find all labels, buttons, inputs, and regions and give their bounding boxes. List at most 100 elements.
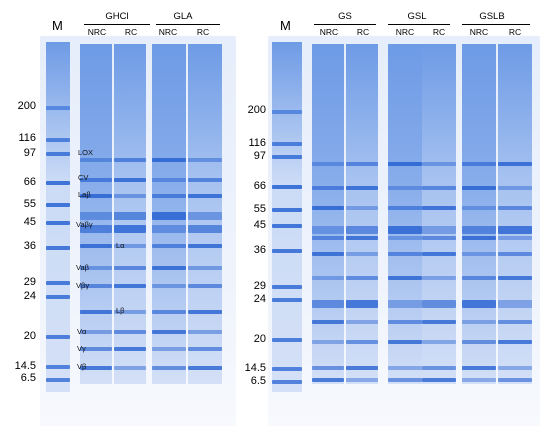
band-label-cv: CV [78,173,89,182]
protein-band [152,158,186,162]
protein-band [388,378,422,382]
protein-band [188,366,222,370]
protein-band [462,252,496,256]
band-label-lab: Laβ [78,190,91,199]
protein-band [388,226,422,234]
protein-band [462,366,496,370]
protein-band [80,244,112,248]
protein-band [114,178,146,182]
protein-band [346,236,378,240]
protein-band [422,236,456,240]
left-mw-label: 24 [23,290,36,302]
protein-band [188,330,222,334]
right-mw-label: 36 [253,244,266,256]
right-mw-label: 116 [248,137,266,149]
group-label-gsl: GSL [407,11,427,22]
protein-band [152,310,186,314]
protein-band [498,226,532,234]
lane-label-nrc: NRC [158,27,178,37]
band-label-lox: LOX [78,148,94,157]
lane-label-rc: RC [432,27,446,37]
protein-band [152,225,186,233]
protein-band [80,194,112,198]
protein-band [346,186,378,190]
protein-band [312,378,344,382]
lane-label-rc: RC [508,27,522,37]
left-marker-label: M [52,18,63,33]
right-mw-label: 6.5 [250,375,266,387]
group-underline [84,24,150,25]
left-mw-label: 20 [23,330,36,342]
protein-band [498,252,532,256]
protein-band [312,340,344,344]
protein-band [388,186,422,190]
protein-band [312,226,344,234]
sample-lane [188,44,222,384]
protein-band [346,206,378,210]
protein-band [152,347,186,351]
protein-band [188,244,222,248]
protein-band [498,186,532,190]
protein-band [346,366,378,370]
protein-band [80,284,112,288]
protein-band [422,206,456,210]
protein-band [80,366,112,370]
sample-lane [498,44,532,384]
lane-label-nrc: NRC [87,27,107,37]
protein-band [188,212,222,220]
protein-band [152,284,186,288]
protein-band [312,186,344,190]
band-label-va: Vα [77,327,87,336]
right-mw-label: 45 [253,219,266,231]
protein-band [312,236,344,240]
group-label-gs: GS [338,11,352,22]
left-mw-label: 29 [23,276,36,288]
protein-band [152,366,186,370]
lane-label-rc: RC [356,27,370,37]
protein-band [188,347,222,351]
protein-band [114,310,146,314]
protein-band [188,284,222,288]
lane-label-rc: RC [124,27,138,37]
protein-band [422,366,456,370]
protein-band [312,300,344,308]
protein-band [152,244,186,248]
protein-band [388,252,422,256]
protein-band [114,347,146,351]
protein-band [346,276,378,280]
protein-band [152,266,186,270]
lane-label-nrc: NRC [469,27,489,37]
band-label-lb: Lβ [116,306,125,315]
protein-band [80,178,112,182]
protein-band [462,206,496,210]
protein-band [114,212,146,220]
left-mw-label: 45 [23,216,36,228]
protein-band [114,266,146,270]
group-underline [388,24,450,25]
lane-label-nrc: NRC [319,27,339,37]
lane-label-rc: RC [196,27,210,37]
protein-band [462,340,496,344]
protein-band [462,236,496,240]
group-label-gslb: GSLB [479,11,505,22]
protein-band [388,206,422,210]
protein-band [388,236,422,240]
right-mw-label: 24 [253,293,266,305]
protein-band [498,162,532,166]
right-mw-label: 97 [253,150,266,162]
protein-band [462,186,496,190]
protein-band [462,320,496,324]
right-mw-label: 66 [253,180,266,192]
left-mw-label: 66 [23,176,36,188]
protein-band [346,300,378,308]
protein-band [114,158,146,162]
protein-band [422,276,456,280]
band-label-vab: Vaβ [76,263,89,272]
left-mw-label: 55 [23,198,36,210]
protein-band [188,158,222,162]
protein-band [462,162,496,166]
left-mw-label: 116 [18,132,36,144]
sample-lane [422,44,456,384]
protein-band [312,366,344,370]
protein-band [80,212,112,220]
